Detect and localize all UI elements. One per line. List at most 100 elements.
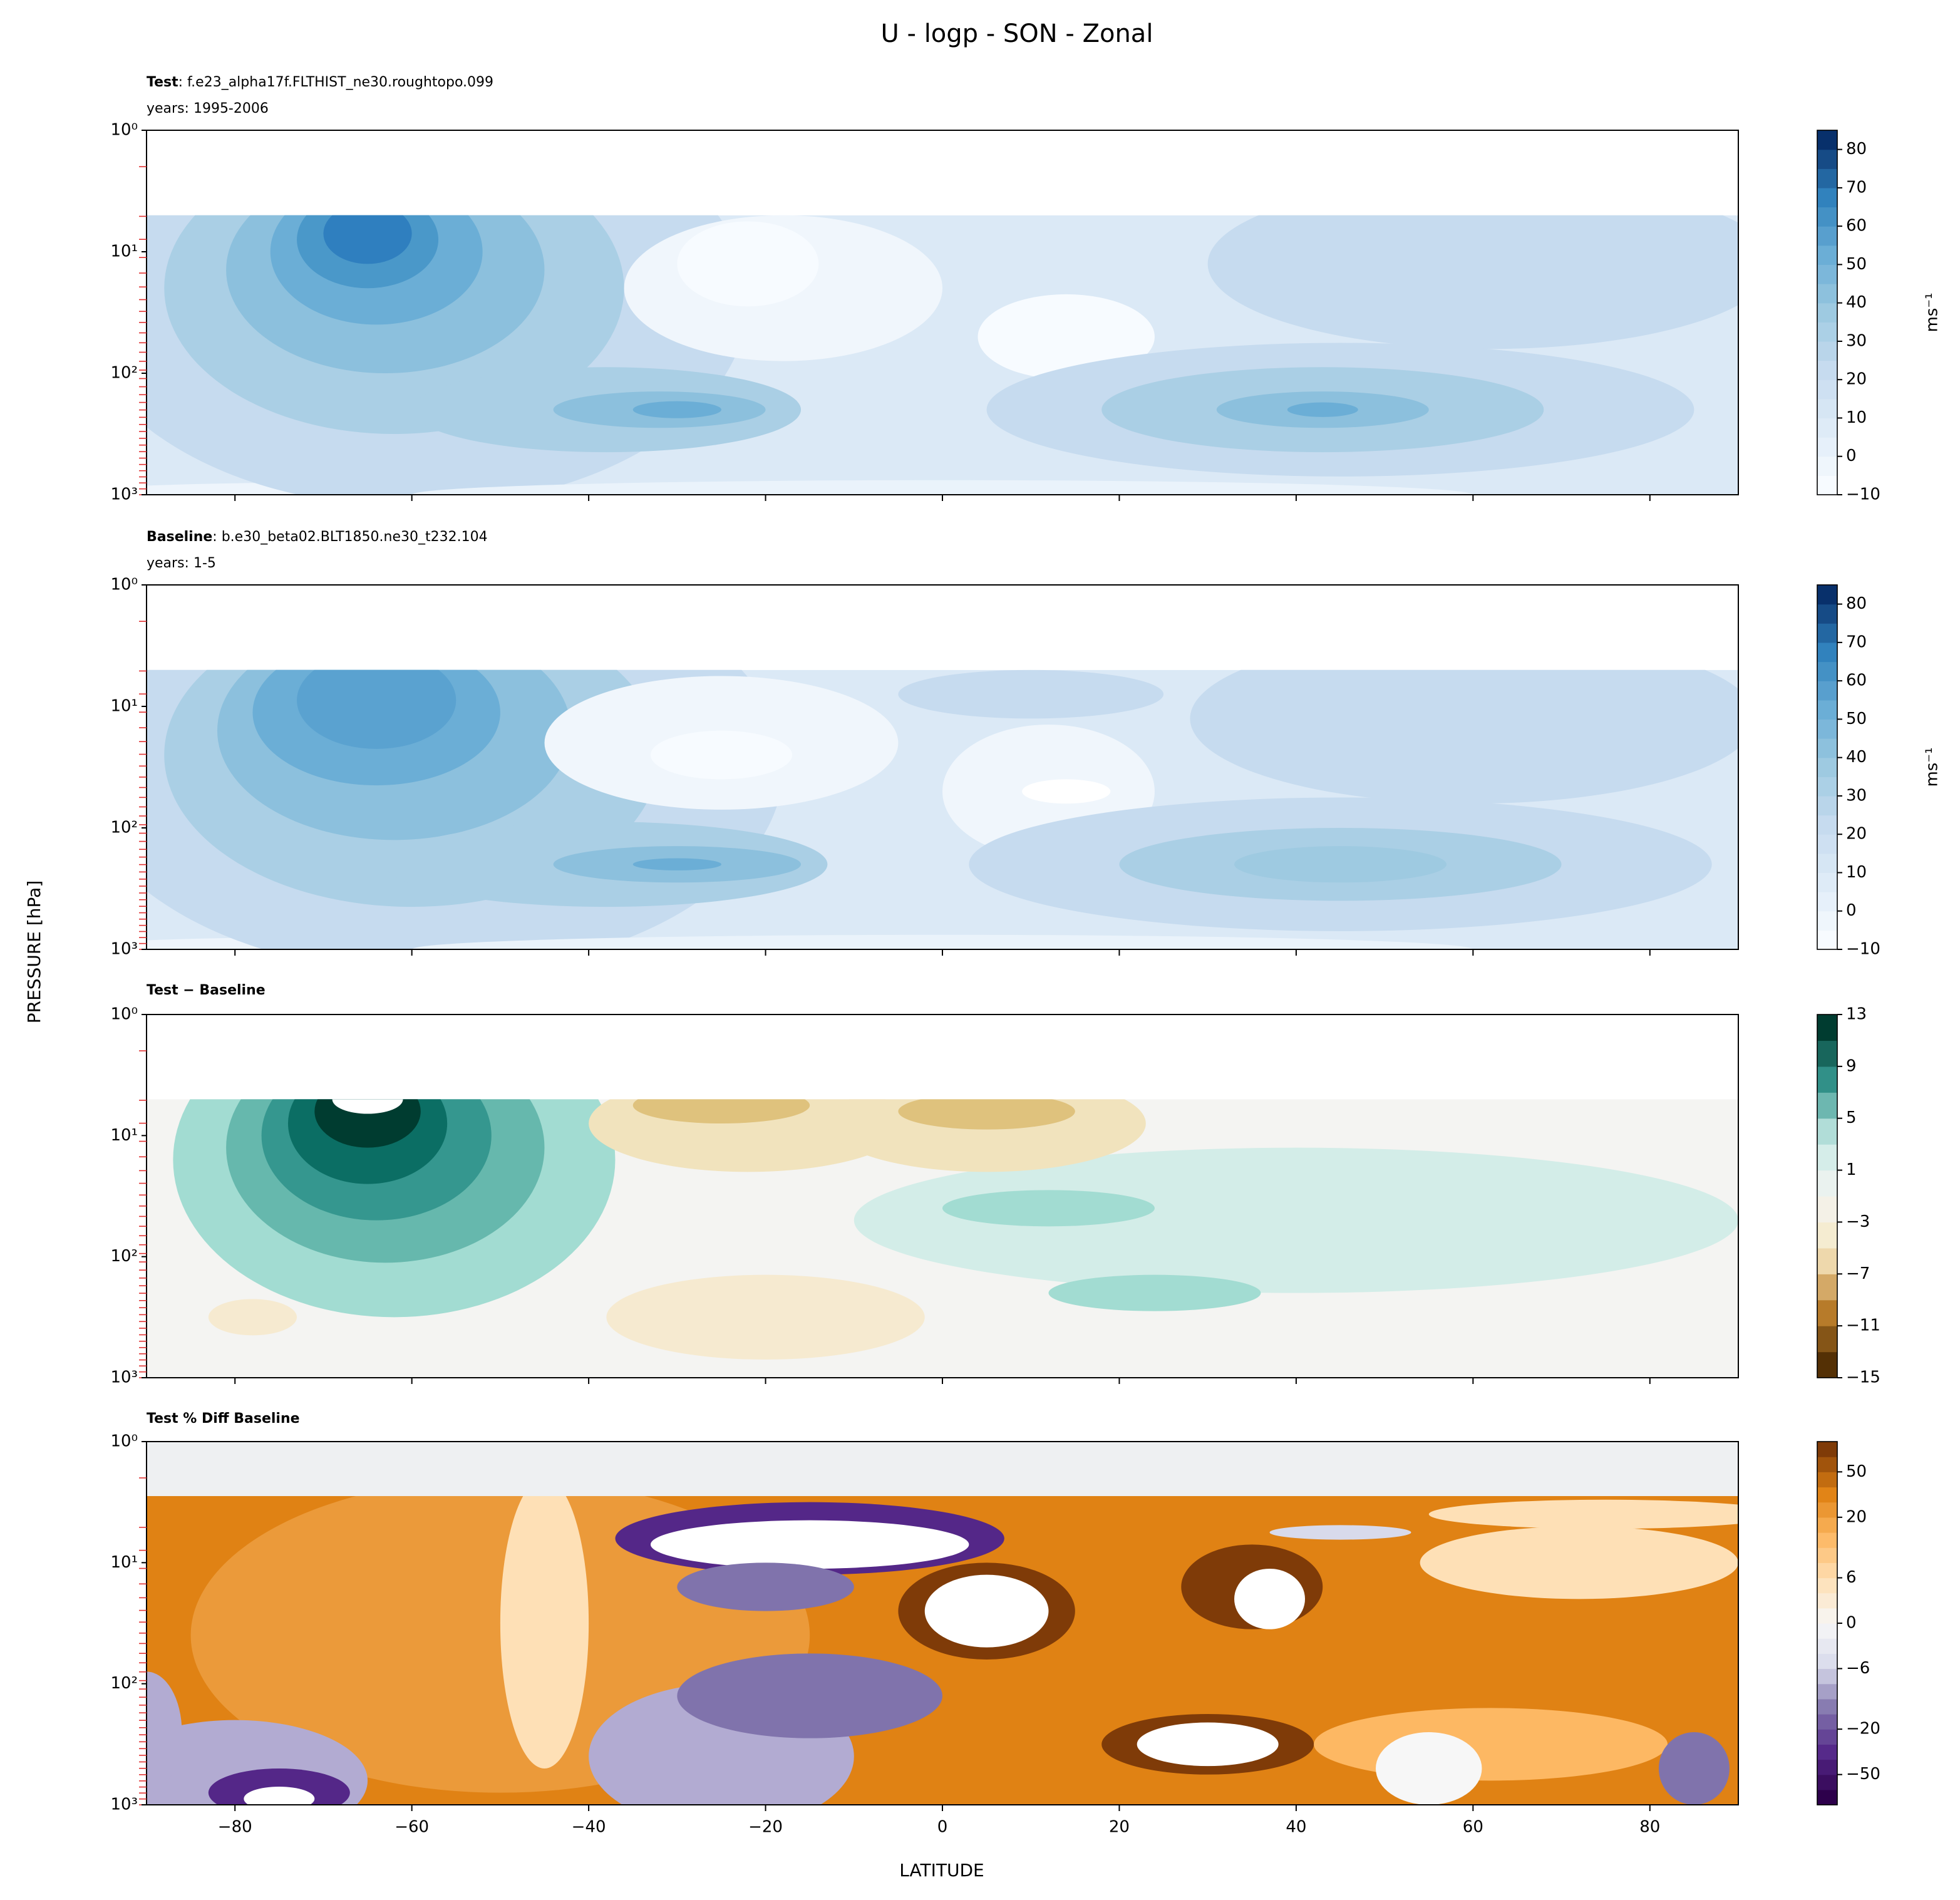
colorbar-segment (1817, 1502, 1837, 1518)
contour-fill (632, 858, 721, 870)
colorbar-tick-label: −11 (1846, 1316, 1880, 1335)
colorbar-tick-label: 20 (1846, 1507, 1867, 1526)
colorbar-segment (1817, 130, 1837, 150)
contour-fill (924, 1574, 1049, 1648)
y-axis-label: PRESSURE [hPa] (24, 880, 44, 1024)
contour-field (147, 215, 1738, 495)
x-tick-label: 20 (1109, 1818, 1130, 1837)
y-tick-label: 10³ (110, 940, 138, 959)
colorbar-segment (1817, 1222, 1837, 1249)
colorbar-tick-label: 0 (1846, 447, 1857, 465)
contour-fill (1658, 1732, 1730, 1805)
contour-field (147, 669, 1738, 950)
colorbar-segment (1817, 1442, 1837, 1457)
contour-field (147, 1496, 1738, 1805)
contour-fill (677, 1653, 942, 1738)
colorbar-tick-label: 70 (1846, 178, 1867, 197)
colorbar-segment (1817, 207, 1837, 227)
colorbar-segment (1817, 1698, 1837, 1715)
contour-fill (297, 669, 456, 749)
colorbar-segment (1817, 284, 1837, 304)
colorbar-tick-label: −3 (1846, 1212, 1870, 1231)
colorbar-segment (1817, 1015, 1837, 1041)
colorbar-segment (1817, 1532, 1837, 1548)
colorbar-segment (1817, 757, 1837, 777)
colorbar-segment (1817, 911, 1837, 931)
colorbar-segment (1817, 418, 1837, 438)
contour-fill (323, 215, 412, 264)
colorbar-segment (1817, 777, 1837, 797)
y-tick-label: 10¹ (110, 1553, 138, 1572)
colorbar-tick-label: −15 (1846, 1368, 1880, 1387)
colorbar-frame (1817, 584, 1838, 950)
colorbar-segment (1817, 475, 1837, 495)
colorbar-segment (1817, 1144, 1837, 1171)
contour-fill (898, 669, 1163, 719)
colorbar-tick-label: 20 (1846, 825, 1867, 844)
colorbar-segment (1817, 1299, 1837, 1326)
contour-fill (147, 1671, 182, 1793)
colorbar-segment (1817, 456, 1837, 476)
contour-fill (854, 1147, 1738, 1293)
colorbar-segment (1817, 815, 1837, 835)
colorbar-segment (1817, 642, 1837, 663)
y-tick-label: 10³ (110, 485, 138, 504)
contour-fill (411, 934, 1473, 950)
colorbar-segment (1817, 700, 1837, 720)
colorbar-tick-label: 50 (1846, 710, 1867, 728)
y-tick-label: 10⁰ (110, 121, 138, 140)
colorbar-segment (1817, 1668, 1837, 1685)
colorbar-segment (1817, 302, 1837, 323)
contour-fill (244, 1787, 315, 1805)
colorbar-segment (1817, 1118, 1837, 1145)
colorbar-segment (1817, 834, 1837, 854)
y-tick-label: 10² (110, 1247, 138, 1266)
colorbar-segment (1817, 1789, 1837, 1805)
colorbar-segment (1817, 1562, 1837, 1579)
y-tick-label: 10¹ (110, 242, 138, 261)
colorbar-segment (1817, 1066, 1837, 1093)
contour-fill (1234, 1569, 1306, 1629)
colorbar-tick-label: 80 (1846, 140, 1867, 158)
y-tick-label: 10² (110, 818, 138, 837)
y-tick-label: 10⁰ (110, 1005, 138, 1024)
colorbar-tick-label: 10 (1846, 863, 1867, 882)
colorbar-tick-label: 9 (1846, 1056, 1857, 1075)
colorbar-tick-label: 10 (1846, 408, 1867, 427)
colorbar-segment (1817, 1729, 1837, 1745)
panel-title: Test % Diff Baseline (147, 1411, 300, 1427)
colorbar-segment (1817, 738, 1837, 758)
contour-fill (632, 401, 721, 418)
contour-fill (1428, 1499, 1738, 1529)
colorbar-segment (1817, 1351, 1837, 1378)
panel-case-name: : b.e30_beta02.BLT1850.ne30_t232.104 (212, 529, 487, 545)
panel-title: Test − Baseline (147, 983, 266, 998)
y-tick-label: 10¹ (110, 1126, 138, 1145)
colorbar-tick-label: 50 (1846, 1462, 1867, 1481)
colorbar-segment (1817, 1714, 1837, 1730)
contour-fill (1137, 1722, 1279, 1767)
colorbar-segment (1817, 1196, 1837, 1223)
panel-title: Test: f.e23_alpha17f.FLTHIST_ne30.rought… (147, 75, 493, 90)
colorbar-segment (1817, 1638, 1837, 1654)
colorbar-segment (1817, 1653, 1837, 1670)
colorbar-segment (1817, 398, 1837, 419)
panel: Test − Baseline 10⁰ 10¹ 10² 10³ −15 −11 −7 −3 1 5 9… (110, 983, 1880, 1387)
colorbar-segment (1817, 1593, 1837, 1609)
colorbar-segment (1817, 1092, 1837, 1119)
colorbar-segment (1817, 1326, 1837, 1353)
colorbar-segment (1817, 1487, 1837, 1503)
x-tick-label: 60 (1463, 1818, 1483, 1837)
colorbar-segment (1817, 245, 1837, 266)
contour-fill (208, 1299, 297, 1336)
colorbar-tick-label: −6 (1846, 1659, 1870, 1678)
colorbar-segment (1817, 585, 1837, 605)
colorbar-frame (1817, 130, 1838, 495)
y-tick-label: 10² (110, 364, 138, 383)
colorbar-segment (1817, 661, 1837, 681)
colorbar-segment (1817, 719, 1837, 739)
colorbar-segment (1817, 168, 1837, 188)
contour-fill (1269, 1525, 1411, 1540)
colorbar-tick-label: −10 (1846, 485, 1880, 504)
